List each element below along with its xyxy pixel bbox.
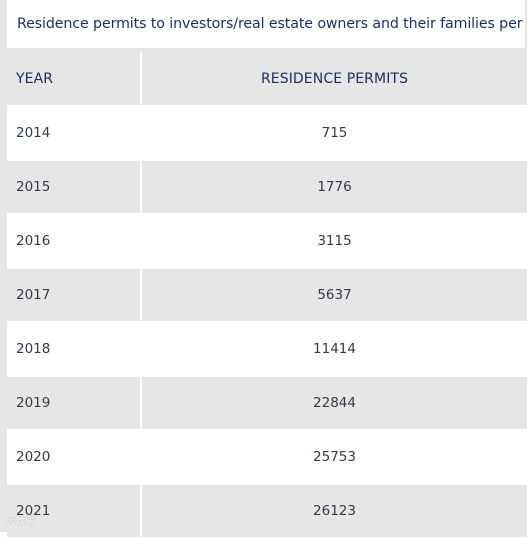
permits-cell: 26123 — [140, 484, 527, 539]
column-header-year: YEAR — [7, 52, 141, 107]
year-cell: 2019 — [7, 376, 141, 431]
permits-cell: 22844 — [140, 376, 527, 431]
year-cell: 2020 — [7, 430, 141, 485]
permits-cell: 1776 — [140, 160, 527, 215]
permits-cell: 11414 — [140, 322, 527, 377]
watermark-logo: 大数据 — [6, 517, 35, 527]
table-row: 2021 26123 — [7, 484, 527, 539]
table-row: 2019 22844 — [7, 376, 527, 431]
table-row: 2016 3115 — [7, 214, 527, 269]
permits-cell: 715 — [140, 106, 527, 161]
year-cell: 2017 — [7, 268, 141, 323]
table-row: 2020 25753 — [7, 430, 527, 485]
table-header-row: YEAR RESIDENCE PERMITS — [7, 52, 527, 107]
permits-cell: 5637 — [140, 268, 527, 323]
year-cell: 2016 — [7, 214, 141, 269]
permits-cell: 3115 — [140, 214, 527, 269]
table-row: 2018 11414 — [7, 322, 527, 377]
year-cell: 2015 — [7, 160, 141, 215]
table-row: 2014 715 — [7, 106, 527, 161]
table-row: 2015 1776 — [7, 160, 527, 215]
table-row: 2017 5637 — [7, 268, 527, 323]
column-header-residence-permits: RESIDENCE PERMITS — [140, 52, 527, 107]
year-cell: 2021 — [7, 484, 141, 539]
year-cell: 2014 — [7, 106, 141, 161]
year-cell: 2018 — [7, 322, 141, 377]
table-title: Residence permits to investors/real esta… — [7, 0, 525, 48]
residence-permits-table: YEAR RESIDENCE PERMITS 2014 715 2015 177… — [7, 52, 527, 539]
permits-cell: 25753 — [140, 430, 527, 485]
